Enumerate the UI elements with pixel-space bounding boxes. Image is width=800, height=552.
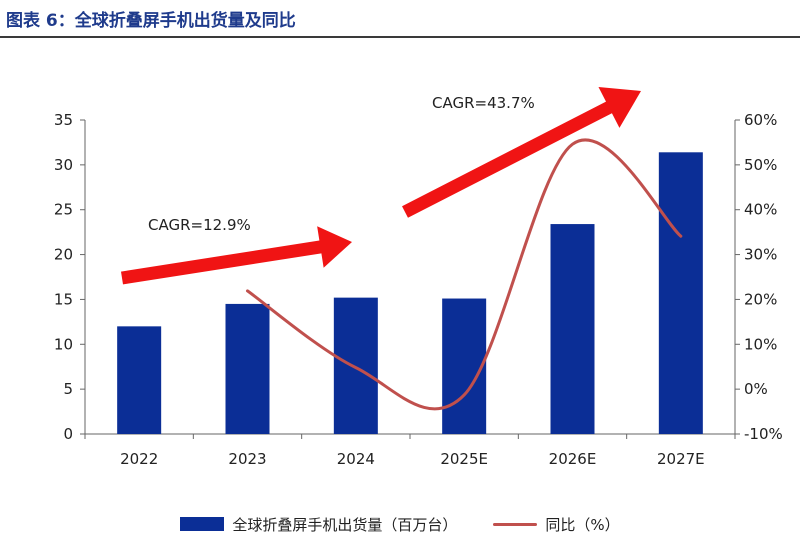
legend-label-shipments: 全球折叠屏手机出货量（百万台） bbox=[232, 515, 458, 534]
y-left-tick-label: 15 bbox=[54, 290, 73, 308]
x-tick-label: 2022 bbox=[120, 450, 158, 468]
x-tick-label: 2023 bbox=[228, 450, 266, 468]
y-right-tick-label: 20% bbox=[744, 290, 777, 308]
y-left-tick-label: 10 bbox=[54, 335, 73, 353]
cagr-arrow-2024-2027 bbox=[402, 86, 641, 218]
cagr-arrow-2022-2024 bbox=[120, 226, 353, 285]
legend-item-shipments: 全球折叠屏手机出货量（百万台） bbox=[180, 514, 457, 535]
y-right-tick-label: 10% bbox=[744, 335, 777, 353]
chart-svg: 0 5 10 15 20 25 30 35 -10% 0% 10% 20% 30% 40% 50% 60% 20… bbox=[54, 86, 783, 468]
y-right-tick-label: 50% bbox=[744, 156, 777, 174]
legend-label-yoy: 同比（%） bbox=[545, 515, 620, 534]
y-left-tick-label: 35 bbox=[54, 111, 73, 129]
y-left-tick-label: 5 bbox=[63, 380, 73, 398]
y-right-tick-label: 40% bbox=[744, 201, 777, 219]
bar-shipments-2024 bbox=[333, 297, 378, 434]
y-right-tick-label: 60% bbox=[744, 111, 777, 129]
x-tick-label: 2027E bbox=[657, 450, 705, 468]
cagr-label-2024-2027: CAGR=43.7% bbox=[432, 94, 535, 112]
legend-swatch-bar bbox=[180, 517, 225, 531]
y-left-tick-label: 20 bbox=[54, 246, 73, 264]
y-left-tick-label: 25 bbox=[54, 201, 73, 219]
y-right-tick-label: 30% bbox=[744, 246, 777, 264]
legend-item-yoy: 同比（%） bbox=[493, 514, 620, 535]
chart-title: 图表 6：全球折叠屏手机出货量及同比 bbox=[6, 11, 296, 31]
y-right-tick-label: -10% bbox=[744, 425, 783, 443]
x-tick-label: 2026E bbox=[549, 450, 597, 468]
bar-shipments-2026E bbox=[550, 224, 595, 434]
y-left-tick-label: 30 bbox=[54, 156, 73, 174]
bar-shipments-2022 bbox=[117, 326, 162, 434]
line-yoy bbox=[246, 138, 683, 411]
cagr-label-2022-2024: CAGR=12.9% bbox=[148, 216, 251, 234]
chart-legend: 全球折叠屏手机出货量（百万台） 同比（%） bbox=[0, 508, 800, 540]
y-right-tick-label: 0% bbox=[744, 380, 768, 398]
legend-swatch-line bbox=[493, 522, 538, 526]
bar-shipments-2025E bbox=[442, 298, 487, 434]
x-tick-label: 2025E bbox=[440, 450, 488, 468]
x-tick-label: 2024 bbox=[337, 450, 375, 468]
bar-shipments-2023 bbox=[225, 303, 270, 434]
y-left-tick-label: 0 bbox=[63, 425, 73, 443]
title-divider bbox=[0, 36, 800, 38]
bar-shipments-2027E bbox=[658, 152, 703, 434]
